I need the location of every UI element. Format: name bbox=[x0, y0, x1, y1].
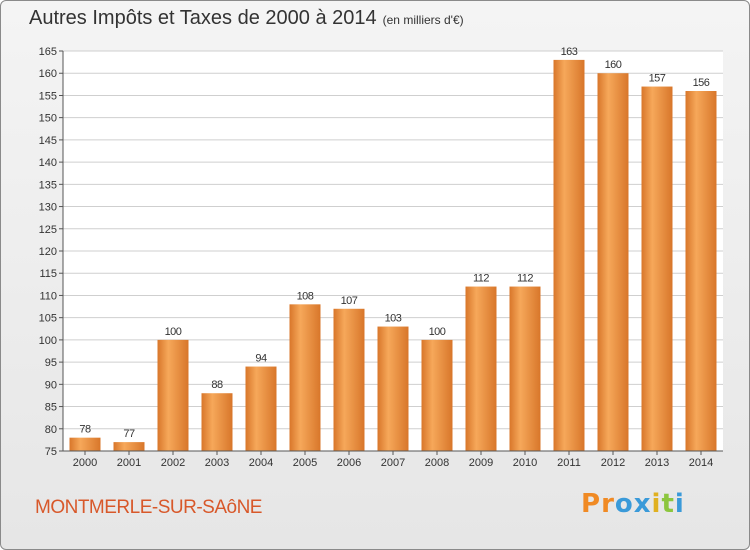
y-tick-label: 150 bbox=[39, 113, 57, 125]
y-tick-label: 110 bbox=[39, 290, 57, 302]
y-tick-label: 135 bbox=[39, 179, 57, 191]
bar bbox=[289, 304, 321, 451]
x-tick-label: 2007 bbox=[381, 457, 405, 469]
data-label: 157 bbox=[649, 73, 666, 85]
bar bbox=[201, 393, 233, 451]
data-label: 160 bbox=[605, 59, 622, 71]
chart-title: Autres Impôts et Taxes de 2000 à 2014 (en… bbox=[29, 7, 464, 30]
y-tick-label: 155 bbox=[39, 90, 57, 102]
chart-title-text: Autres Impôts et Taxes de 2000 à 2014 bbox=[29, 7, 377, 29]
logo-letter: i bbox=[674, 489, 685, 519]
y-tick-label: 85 bbox=[45, 402, 57, 414]
y-tick-label: 80 bbox=[45, 424, 57, 436]
x-tick-label: 2000 bbox=[73, 457, 97, 469]
data-label: 77 bbox=[123, 428, 135, 440]
x-tick-label: 2012 bbox=[601, 457, 625, 469]
bar bbox=[641, 86, 673, 452]
y-tick-label: 120 bbox=[39, 246, 57, 258]
bar bbox=[157, 339, 189, 451]
data-label: 78 bbox=[79, 424, 91, 436]
bar bbox=[69, 437, 101, 451]
bar bbox=[245, 366, 277, 451]
x-tick-label: 2004 bbox=[249, 457, 273, 469]
logo-letter: i bbox=[651, 489, 662, 519]
x-tick-label: 2010 bbox=[513, 457, 537, 469]
data-label: 112 bbox=[517, 273, 533, 285]
logo-letter: P bbox=[581, 489, 602, 519]
data-label: 94 bbox=[255, 353, 267, 365]
x-tick-label: 2014 bbox=[689, 457, 713, 469]
y-tick-label: 125 bbox=[39, 224, 57, 236]
data-label: 100 bbox=[429, 326, 446, 338]
x-tick-label: 2011 bbox=[557, 457, 581, 469]
x-tick-label: 2005 bbox=[293, 457, 317, 469]
logo-letter: x bbox=[633, 489, 652, 519]
bar bbox=[377, 326, 409, 451]
y-tick-label: 90 bbox=[45, 379, 57, 391]
logo-letter: o bbox=[614, 489, 634, 519]
x-tick-label: 2013 bbox=[645, 457, 669, 469]
commune-name: MONTMERLE-SUR-SAôNE bbox=[35, 497, 262, 518]
data-label: 112 bbox=[473, 273, 489, 285]
bar bbox=[597, 73, 629, 451]
data-label: 163 bbox=[561, 46, 578, 58]
y-tick-label: 75 bbox=[45, 446, 57, 458]
y-tick-label: 95 bbox=[45, 357, 57, 369]
data-label: 103 bbox=[385, 313, 402, 325]
x-tick-label: 2008 bbox=[425, 457, 449, 469]
y-tick-label: 105 bbox=[39, 313, 57, 325]
bar bbox=[333, 308, 365, 451]
y-tick-label: 115 bbox=[39, 268, 57, 280]
y-tick-label: 165 bbox=[39, 46, 57, 58]
y-tick-label: 130 bbox=[39, 202, 57, 214]
x-tick-label: 2006 bbox=[337, 457, 361, 469]
y-tick-label: 140 bbox=[39, 157, 57, 169]
x-tick-label: 2003 bbox=[205, 457, 229, 469]
y-tick-label: 100 bbox=[39, 335, 57, 347]
bar bbox=[509, 286, 541, 451]
y-tick-label: 160 bbox=[39, 68, 57, 80]
proxiti-logo: Proxiti bbox=[581, 489, 685, 519]
bar bbox=[685, 91, 717, 451]
logo-letter: r bbox=[601, 489, 615, 519]
data-label: 108 bbox=[297, 290, 314, 302]
x-tick-label: 2009 bbox=[469, 457, 493, 469]
data-label: 107 bbox=[341, 295, 358, 307]
logo-letter: t bbox=[661, 489, 675, 519]
x-tick-label: 2002 bbox=[161, 457, 185, 469]
x-tick-label: 2001 bbox=[117, 457, 141, 469]
data-label: 156 bbox=[693, 77, 710, 89]
data-label: 88 bbox=[211, 379, 223, 391]
chart-unit: (en milliers d'€) bbox=[382, 13, 464, 27]
y-tick-label: 145 bbox=[39, 135, 57, 147]
bar bbox=[465, 286, 497, 451]
bar bbox=[421, 339, 453, 451]
bar bbox=[553, 59, 585, 452]
data-label: 100 bbox=[165, 326, 182, 338]
bar bbox=[113, 442, 145, 451]
